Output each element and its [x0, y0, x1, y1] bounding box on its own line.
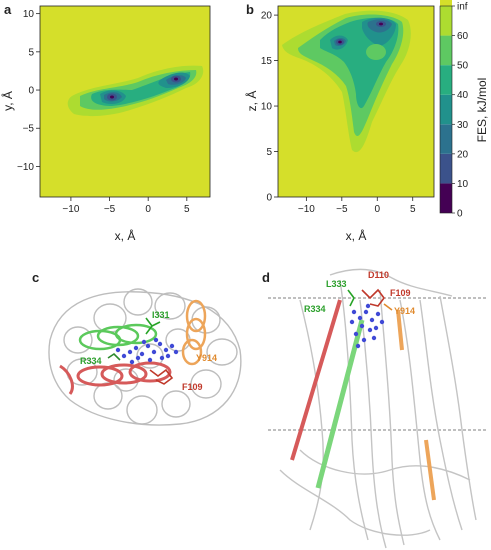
colorbar-tick-label-5: 50	[457, 61, 469, 72]
plot-b-xtick-label-2: 0	[374, 204, 380, 215]
plot-a-frame	[39, 5, 211, 198]
plot-a-xtick-label-2: 0	[145, 204, 151, 215]
colorbar-segment-2	[440, 124, 452, 154]
colorbar-segment-1	[440, 153, 452, 184]
plot-b-ytick-label-1: 5	[266, 147, 272, 158]
plot-a-ylabel: y, Å	[0, 91, 15, 111]
gray-helices-c	[48, 288, 242, 426]
basin-b2-core	[379, 22, 383, 26]
orange-helix-d	[396, 309, 436, 501]
colorbar-tick-label-7: inf	[457, 2, 468, 13]
plot-b-xlabel: x, Å	[346, 228, 367, 243]
red-helix-c	[59, 361, 172, 395]
green-helix-d	[315, 319, 365, 489]
colorbar-segment-0	[440, 183, 452, 213]
plot-b-hole	[366, 44, 386, 60]
residue-label-c-2: R334	[80, 356, 102, 366]
residue-label-c-3: Y914	[196, 353, 217, 363]
plot-b-frame	[277, 5, 435, 198]
basin-b1-core	[338, 40, 342, 44]
colorbar-tick-label-3: 30	[457, 120, 469, 131]
colorbar-tick-label-2: 20	[457, 149, 469, 160]
plot-a-ytick-label-0: −10	[17, 162, 34, 173]
colorbar-segment-5	[440, 35, 452, 66]
residue-label-d-2: D110	[368, 270, 389, 280]
fes-plot-xz: −10 −5 0 5 0 5 10 15 20 x, Å z, Å	[244, 5, 435, 243]
residue-label-d-4: R334	[304, 304, 326, 314]
residue-sticks-d	[347, 288, 393, 311]
plot-b-ytick-label-4: 20	[261, 11, 273, 22]
residue-label-d-1: L333	[326, 279, 347, 289]
ligand-cloud-d	[349, 303, 385, 349]
plot-a-xtick-label-0: −10	[62, 204, 79, 215]
colorbar: 0 10 20 30 40 50 60 inf FES, kJ/mol	[439, 0, 489, 220]
colorbar-label: FES, kJ/mol	[475, 78, 489, 143]
colorbar-segment-7	[440, 0, 452, 6]
red-helix-d	[290, 299, 342, 461]
plot-b-contours	[282, 10, 411, 153]
plot-b-ytick-label-3: 15	[261, 56, 273, 67]
plot-a-xtick-label-1: −5	[104, 204, 116, 215]
colorbar-segment-4	[440, 65, 452, 95]
plot-b-xtick-label-1: −5	[336, 204, 348, 215]
plot-b-ytick-label-0: 0	[266, 193, 272, 204]
colorbar-tick-label-0: 0	[457, 209, 463, 220]
plot-a-contours	[67, 65, 204, 117]
plot-a-ytick-label-2: 0	[28, 86, 34, 97]
orange-helix-c	[181, 299, 207, 366]
plot-a-ytick-label-1: −5	[23, 124, 35, 135]
plot-b-xtick-label-3: 5	[410, 204, 416, 215]
plot-b-xtick-label-0: −10	[298, 204, 315, 215]
colorbar-segment-3	[440, 94, 452, 125]
plot-a-xlabel: x, Å	[115, 228, 136, 243]
panel-letter-b: b	[246, 2, 254, 17]
plot-a-ytick-label-3: 5	[28, 47, 34, 58]
panel-letter-c: c	[32, 270, 40, 285]
green-helix-c	[78, 323, 158, 351]
plot-a-ytick-label-4: 10	[23, 9, 35, 20]
residue-label-c-4: F109	[182, 382, 203, 392]
colorbar-tick-label-1: 10	[457, 179, 469, 190]
fes-plot-xy: −10 −5 0 5 −10 −5 0 5 10 x, Å y, Å	[0, 5, 211, 243]
panel-letter-a: a	[4, 2, 12, 17]
plot-a-xtick-label-3: 5	[184, 204, 190, 215]
colorbar-tick-label-6: 60	[457, 31, 469, 42]
colorbar-tick-label-4: 40	[457, 90, 469, 101]
plot-b-ylabel: z, Å	[244, 91, 259, 112]
residue-label-d-3: F109	[390, 288, 411, 298]
residue-label-d-5: Y914	[394, 306, 415, 316]
plot-b-ytick-label-2: 10	[261, 102, 273, 113]
colorbar-frame	[439, 5, 453, 214]
basin-a2-core	[174, 77, 178, 81]
basin-a1-core	[110, 95, 114, 99]
residue-sticks-c	[107, 317, 174, 385]
residue-label-c-1: I331	[152, 310, 170, 320]
ligand-cloud-c	[115, 337, 179, 365]
panel-letter-d: d	[262, 270, 270, 285]
colorbar-segment-6	[440, 6, 452, 36]
